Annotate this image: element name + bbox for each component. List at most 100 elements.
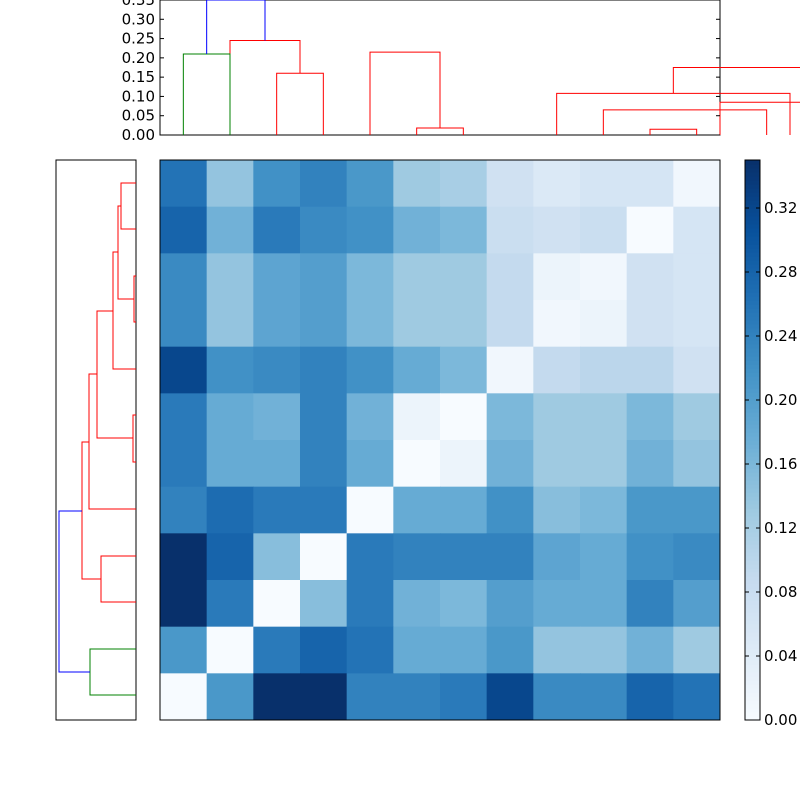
- heatmap-cell: [580, 580, 628, 628]
- heatmap-cell: [160, 486, 208, 534]
- colorbar-gradient-step: [745, 340, 760, 345]
- heatmap-cell: [533, 206, 581, 254]
- top-dendrogram-ytick-label: 0.15: [122, 68, 155, 86]
- heatmap-cell: [346, 206, 394, 254]
- heatmap-cell: [206, 300, 254, 348]
- colorbar-tick-label: 0.12: [764, 519, 797, 537]
- colorbar-gradient-step: [745, 320, 760, 325]
- colorbar-gradient-step: [745, 392, 760, 397]
- heatmap-cell: [580, 486, 628, 534]
- heatmap-cell: [160, 346, 208, 394]
- heatmap-cell: [300, 533, 348, 581]
- heatmap-cell: [486, 206, 534, 254]
- colorbar: 0.00 0.04 0.08 0.12 0.16 0.20 0.24 0.28 0.32: [744, 159, 797, 729]
- colorbar-gradient-step: [745, 696, 760, 701]
- heatmap-cell: [626, 253, 674, 301]
- heatmap-cell: [580, 673, 628, 721]
- heatmap-cell: [673, 253, 721, 301]
- colorbar-gradient-step: [745, 532, 760, 537]
- heatmap-cell: [160, 626, 208, 674]
- colorbar-gradient-step: [745, 640, 760, 645]
- heatmap-cell: [440, 673, 488, 721]
- heatmap-cell: [393, 486, 441, 534]
- heatmap-cell: [673, 300, 721, 348]
- heatmap-cell: [300, 346, 348, 394]
- colorbar-gradient-step: [745, 288, 760, 293]
- heatmap-cell: [626, 626, 674, 674]
- heatmap-cell: [580, 206, 628, 254]
- heatmap-cell: [440, 346, 488, 394]
- left-dendrogram-link: [58, 510, 90, 673]
- heatmap-cell: [486, 346, 534, 394]
- heatmap-cell: [533, 253, 581, 301]
- heatmap-cell: [346, 533, 394, 581]
- top-dendrogram-ytick-label: 0.10: [122, 87, 155, 105]
- colorbar-gradient-step: [745, 304, 760, 309]
- colorbar-tick-label: 0.32: [764, 199, 797, 217]
- colorbar-gradient-step: [745, 192, 760, 197]
- colorbar-gradient-step: [745, 556, 760, 561]
- colorbar-gradient-step: [745, 588, 760, 593]
- colorbar-gradient-step: [745, 616, 760, 621]
- top-dendrogram-ytick-label: 0.20: [122, 49, 155, 67]
- colorbar-gradient-step: [745, 368, 760, 373]
- heatmap-cell: [160, 393, 208, 441]
- colorbar-gradient-step: [745, 688, 760, 693]
- heatmap-cell: [300, 673, 348, 721]
- colorbar-gradient-step: [745, 344, 760, 349]
- heatmap-cell: [533, 393, 581, 441]
- heatmap-cell: [346, 580, 394, 628]
- heatmap-cell: [346, 346, 394, 394]
- colorbar-gradient-step: [745, 300, 760, 305]
- heatmap-cell: [300, 440, 348, 488]
- colorbar-gradient-step: [745, 196, 760, 201]
- colorbar-tick-label: 0.24: [764, 327, 797, 345]
- colorbar-gradient-step: [745, 624, 760, 629]
- colorbar-gradient-step: [745, 412, 760, 417]
- colorbar-gradient-step: [745, 560, 760, 565]
- heatmap-cell: [300, 206, 348, 254]
- colorbar-gradient-step: [745, 652, 760, 657]
- colorbar-gradient-step: [745, 324, 760, 329]
- heatmap-cell: [160, 533, 208, 581]
- colorbar-gradient-step: [745, 332, 760, 337]
- heatmap-cell: [440, 533, 488, 581]
- colorbar-gradient-step: [745, 428, 760, 433]
- colorbar-gradient-step: [745, 376, 760, 381]
- heatmap-cell: [160, 206, 208, 254]
- colorbar-gradient-step: [745, 508, 760, 513]
- heatmap-cell: [253, 486, 301, 534]
- colorbar-gradient-step: [745, 712, 760, 717]
- colorbar-gradient-step: [745, 536, 760, 541]
- colorbar-gradient-step: [745, 464, 760, 469]
- colorbar-gradient-step: [745, 632, 760, 637]
- heatmap-cell: [533, 486, 581, 534]
- heatmap-cell: [440, 206, 488, 254]
- heatmap-cell: [626, 160, 674, 208]
- colorbar-gradient-step: [745, 224, 760, 229]
- colorbar-tick-label: 0.04: [764, 647, 797, 665]
- heatmap-cell: [253, 533, 301, 581]
- heatmap-cell: [300, 300, 348, 348]
- colorbar-gradient-step: [745, 240, 760, 245]
- heatmap-cell: [393, 300, 441, 348]
- heatmap-cell: [486, 580, 534, 628]
- colorbar-gradient-step: [745, 592, 760, 597]
- colorbar-gradient-step: [745, 404, 760, 409]
- colorbar-gradient-step: [745, 252, 760, 257]
- heatmap-frame: [159, 159, 721, 721]
- colorbar-gradient-step: [745, 576, 760, 581]
- heatmap-cell: [206, 673, 254, 721]
- colorbar-gradient-step: [745, 164, 760, 169]
- heatmap-cell: [393, 160, 441, 208]
- heatmap-cell: [160, 673, 208, 721]
- heatmap-cell: [486, 673, 534, 721]
- colorbar-gradient-step: [745, 400, 760, 405]
- heatmap-cell: [206, 393, 254, 441]
- colorbar-gradient-step: [745, 568, 760, 573]
- colorbar-gradient-step: [745, 468, 760, 473]
- colorbar-gradient-step: [745, 220, 760, 225]
- heatmap-cell: [160, 160, 208, 208]
- colorbar-gradient-step: [745, 572, 760, 577]
- colorbar-gradient-step: [745, 608, 760, 613]
